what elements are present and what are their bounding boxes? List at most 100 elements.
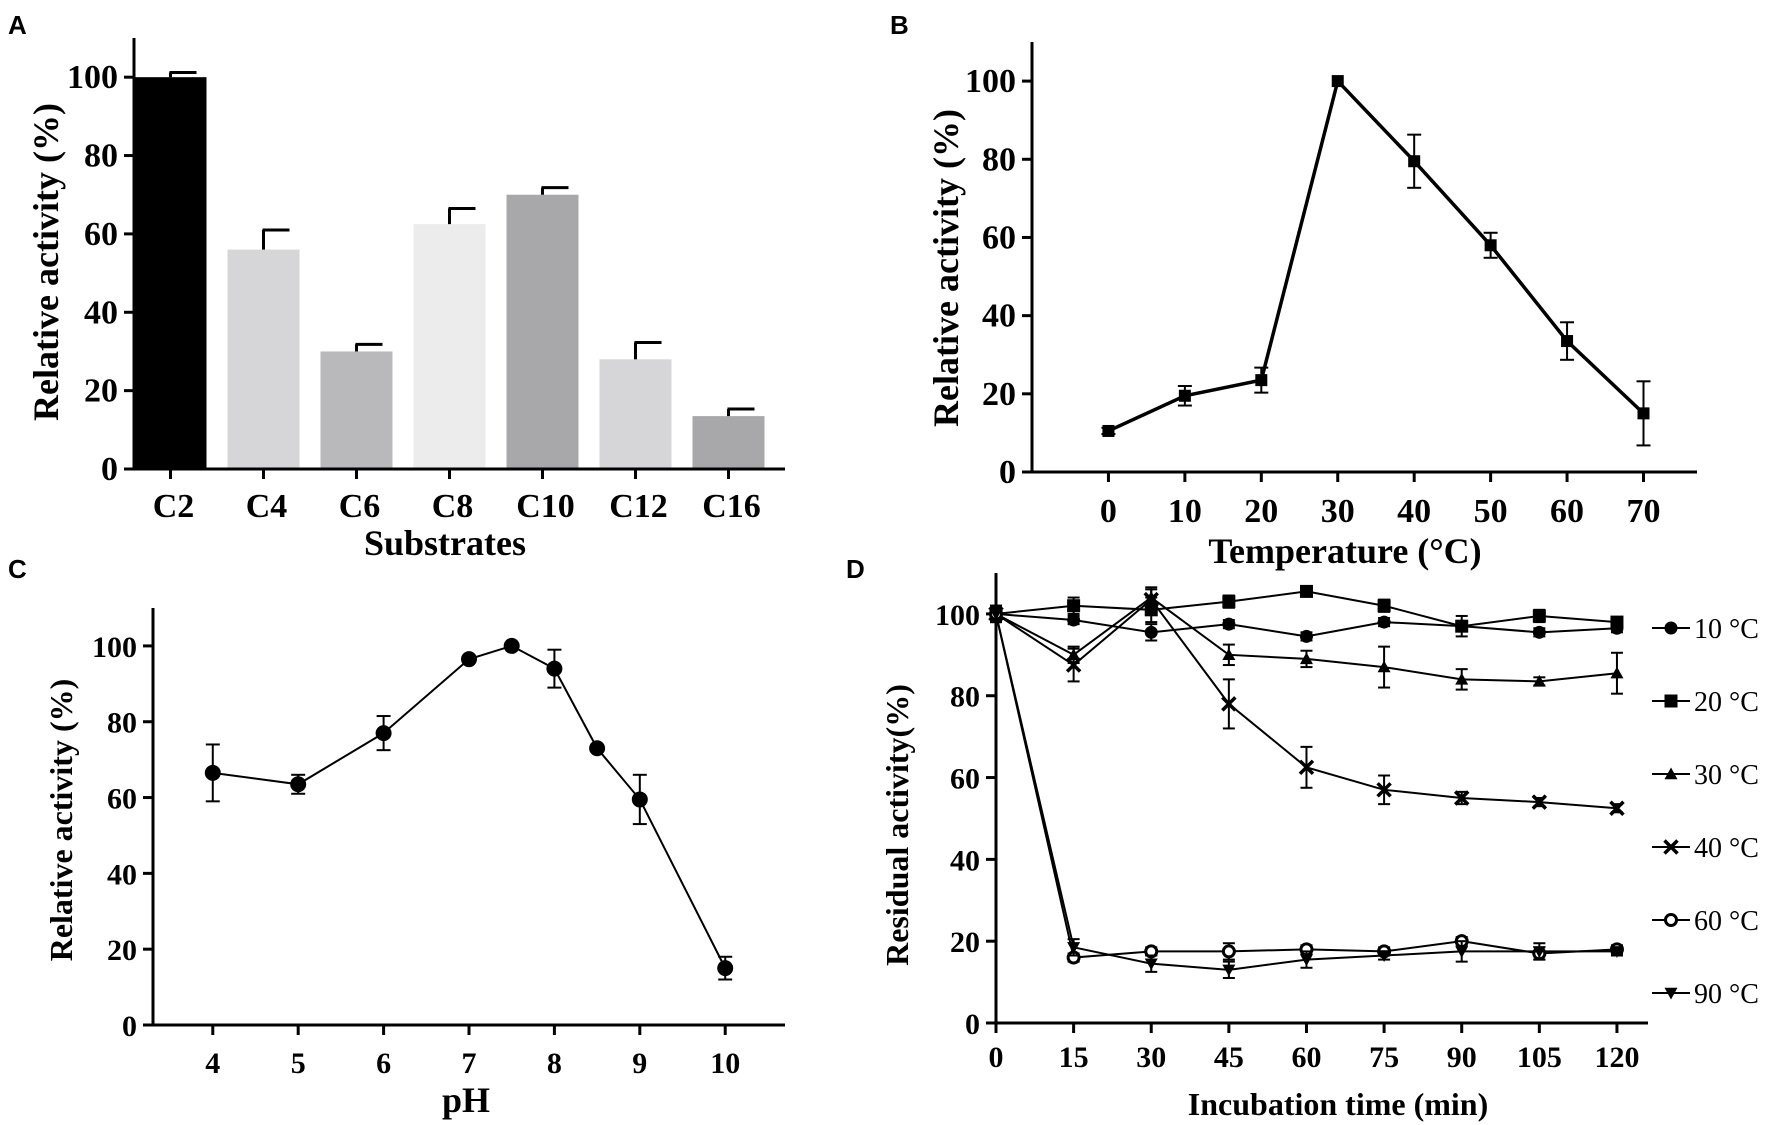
panel-a-marks (134, 70, 765, 468)
data-point (204, 764, 221, 781)
data-point (1532, 674, 1546, 687)
data-point (1102, 424, 1115, 437)
legend-label: 60 °C (1694, 906, 1759, 937)
panel-d-ytick-label: 40 (950, 844, 980, 877)
data-point (1532, 625, 1546, 639)
panel-c-ticks: 0 20 40 60 80 100 4 5 6 7 8 9 10 (92, 631, 740, 1080)
panel-a-xtick-label: C8 (432, 488, 474, 525)
panel-a-xtick-label: C10 (516, 488, 575, 525)
panel-b-letter: B (890, 10, 909, 40)
panel-b-ytick-label: 80 (982, 141, 1016, 178)
panel-c-xtick-label: 10 (710, 1047, 740, 1080)
panel-d-legend: 10 °C 20 °C 30 °C 40 °C 60 °C 90 °C (1652, 614, 1759, 1010)
data-point (1299, 629, 1313, 643)
data-point (1408, 155, 1421, 168)
data-point (1377, 950, 1391, 962)
panel-a-xtick-label: C2 (153, 488, 195, 525)
panel-d-ytick-label: 80 (950, 681, 980, 714)
legend-label: 20 °C (1694, 687, 1759, 718)
panel-a-ytick-label: 100 (67, 59, 118, 96)
data-point (989, 608, 1003, 621)
data-point (1377, 599, 1391, 613)
panel-c-xtick-label: 8 (547, 1047, 562, 1080)
data-point (1299, 652, 1313, 665)
panel-b-ytick-label: 20 (982, 376, 1016, 413)
data-point (1455, 946, 1469, 958)
bar (692, 416, 765, 468)
panel-d-ytick-label: 60 (950, 763, 980, 796)
panel-c-xtick-label: 6 (376, 1047, 391, 1080)
panel-b-ytick-label: 0 (999, 454, 1016, 491)
data-point (1453, 790, 1470, 806)
bar (413, 224, 486, 468)
data-point (631, 791, 648, 808)
panel-c-xtick-label: 9 (632, 1047, 647, 1080)
panel-b-xtick-label: 50 (1474, 493, 1508, 530)
panel-a-xtick-label: C12 (609, 488, 668, 525)
panel-d-xtick-label: 45 (1214, 1041, 1244, 1074)
panel-c-marks (204, 637, 734, 981)
panel-c-ytick-label: 40 (107, 858, 137, 891)
panel-c-ytick-label: 60 (107, 783, 137, 816)
data-point (1222, 648, 1236, 661)
data-point (1222, 964, 1236, 977)
panel-d-xtick-label: 60 (1291, 1041, 1321, 1074)
data-point (1222, 617, 1236, 631)
panel-d-ytick-label: 20 (950, 926, 980, 959)
panel-b: B 0 20 40 60 80 100 0 10 20 30 40 50 60 70 Temperatur… (890, 10, 1697, 571)
panel-a-ytick-label: 20 (84, 373, 118, 410)
panel-d-letter: D (846, 554, 865, 584)
data-point (1067, 599, 1081, 613)
data-point (1664, 621, 1678, 635)
panel-c-axes (151, 608, 785, 1027)
panel-d-xlabel: Incubation time (min) (1188, 1086, 1488, 1122)
data-point (1609, 800, 1625, 816)
panel-c-ytick-label: 100 (92, 631, 137, 664)
panel-b-xtick-label: 60 (1550, 493, 1584, 530)
panel-d-xtick-label: 120 (1594, 1041, 1639, 1074)
data-point (1067, 942, 1081, 954)
data-point (1222, 595, 1236, 609)
temperature-line (1107, 77, 1645, 433)
data-point (1610, 666, 1624, 679)
panel-d-xtick-label: 0 (989, 1041, 1004, 1074)
data-point (1377, 615, 1391, 629)
data-point (1331, 75, 1344, 88)
panel-a-xtick-label: C4 (246, 488, 288, 525)
panel-c-xtick-label: 5 (291, 1047, 306, 1080)
ph-line (212, 644, 727, 969)
panel-b-xtick-label: 0 (1100, 493, 1117, 530)
data-point (1610, 615, 1624, 629)
data-point (1610, 946, 1624, 958)
data-point (1664, 767, 1678, 780)
panel-b-xtick-label: 70 (1626, 493, 1660, 530)
panel-b-axes (1030, 42, 1697, 474)
panel-c-ytick-label: 20 (107, 934, 137, 967)
data-point (1532, 609, 1546, 623)
data-point (1144, 625, 1158, 639)
panel-b-ytick-label: 40 (982, 298, 1016, 335)
panel-a-ytick-label: 60 (84, 216, 118, 253)
data-point (1221, 696, 1237, 712)
panel-a-ytick-label: 40 (84, 294, 118, 331)
legend-label: 90 °C (1694, 979, 1759, 1010)
panel-b-xlabel: Temperature (°C) (1208, 531, 1481, 571)
panel-a-ylabel: Relative activity (%) (26, 103, 66, 421)
data-point (1376, 782, 1392, 798)
data-point (1067, 613, 1081, 627)
panel-b-xtick-label: 40 (1397, 493, 1431, 530)
data-point (1221, 944, 1236, 959)
panel-c-letter: C (8, 554, 27, 584)
panel-b-xtick-label: 10 (1168, 493, 1202, 530)
data-point (1065, 657, 1082, 673)
panel-b-ticks: 0 20 40 60 80 100 0 10 20 30 40 50 60 70 (965, 63, 1660, 530)
bar (599, 359, 672, 468)
data-point (1637, 407, 1650, 420)
data-point (1664, 987, 1678, 1000)
panel-a-xtick-label: C16 (702, 488, 761, 525)
bar (320, 351, 393, 468)
panel-a-xlabel: Substrates (364, 523, 526, 563)
data-point (375, 725, 392, 742)
data-point (1455, 672, 1469, 685)
